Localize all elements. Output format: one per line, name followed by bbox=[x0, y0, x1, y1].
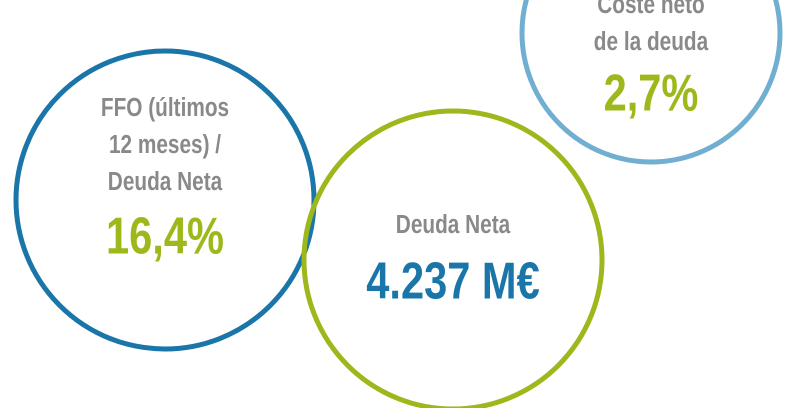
label-line: FFO (últimos bbox=[101, 93, 229, 122]
label-line: Deuda Neta bbox=[108, 167, 223, 196]
circle-deuda bbox=[301, 108, 605, 408]
label-line: de la deuda bbox=[594, 27, 709, 56]
value: 16,4% bbox=[106, 206, 224, 265]
label-line: Deuda Neta bbox=[396, 210, 511, 239]
value: 2,7% bbox=[604, 63, 699, 122]
value: 4.237 M€ bbox=[366, 251, 539, 310]
circle-coste bbox=[519, 0, 783, 165]
label-line: Coste neto bbox=[597, 0, 704, 18]
label-line: 12 meses) / bbox=[109, 130, 222, 159]
